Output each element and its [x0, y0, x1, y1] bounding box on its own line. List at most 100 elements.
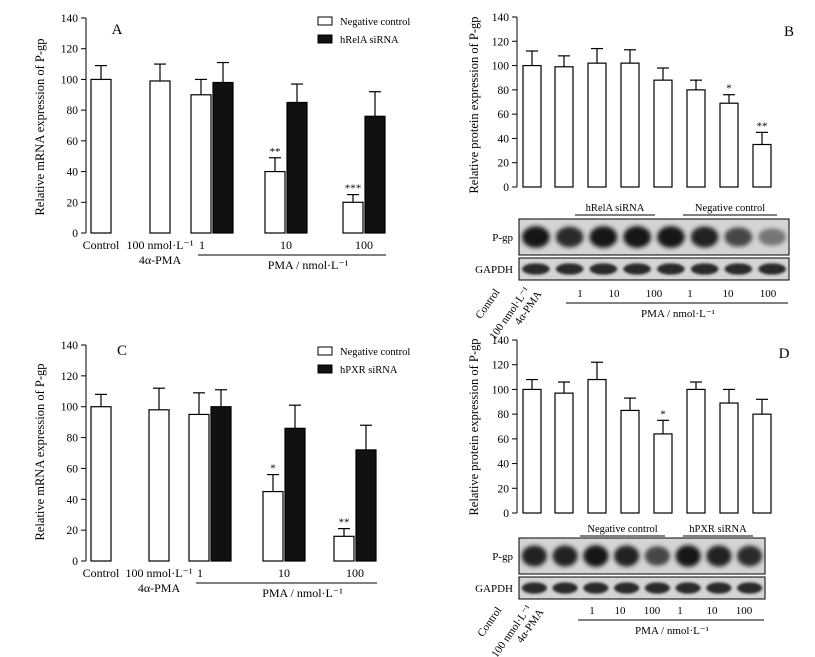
y-tick-label: 120: [61, 44, 79, 56]
bar-sirna: [210, 406, 232, 562]
blot-band: [675, 545, 701, 567]
sirna-group-label: hRelA siRNA: [586, 203, 645, 214]
panel-a: 0 20 40 60 80 100 120 140 Relative mRNA expressi…: [33, 13, 410, 272]
bar-negative-control: [333, 535, 355, 562]
bar-negative-control: [148, 409, 170, 562]
bar-protein: [554, 66, 574, 188]
panel-letter: D: [779, 346, 790, 362]
significance-mark: **: [757, 120, 768, 132]
bar-protein: [653, 433, 673, 514]
x-tick-label: Control: [83, 238, 120, 252]
legend: Negative control hPXR siRNA: [317, 346, 410, 376]
x-tick-label: 1: [199, 238, 205, 252]
significance-mark: *: [726, 83, 732, 95]
y-tick-label: 80: [498, 409, 510, 421]
significance-mark: *: [660, 408, 666, 420]
bar-protein: [522, 64, 542, 188]
y-tick-label: 0: [503, 182, 509, 194]
panel-letter: C: [117, 343, 127, 359]
lane-label: 1: [687, 288, 693, 300]
y-tick-label: 120: [492, 360, 510, 372]
blot-band: [552, 582, 578, 594]
y-tick-label: 80: [498, 85, 510, 97]
bar-protein: [620, 62, 640, 188]
blot-band: [737, 545, 763, 567]
bar-protein: [752, 143, 772, 188]
bar-negative-control: [264, 170, 286, 234]
panel-letter: A: [112, 22, 123, 38]
blot-band: [623, 263, 651, 275]
blot-band: [552, 545, 578, 567]
x-tick-label: 100: [355, 238, 373, 252]
group-label: PMA / nmol·L⁻¹: [635, 625, 709, 637]
blot-strip: [518, 576, 766, 600]
sirna-group-label: Negative control: [695, 203, 765, 214]
blot-band: [706, 582, 732, 594]
y-tick-label: 100: [492, 384, 510, 396]
blot-band: [521, 582, 547, 594]
blot-band: [583, 582, 609, 594]
y-tick-label: 0: [72, 556, 78, 568]
y-tick-label: 100: [61, 402, 79, 414]
x-tick-label: 10: [280, 238, 292, 252]
y-tick-label: 20: [67, 197, 79, 209]
y-tick-label: 120: [492, 36, 510, 48]
blot-band: [522, 263, 550, 275]
bar-negative-control: [262, 490, 284, 562]
bar-sirna: [286, 101, 308, 234]
lane-label: 10: [707, 605, 719, 617]
x-tick-label: 100 nmol·L⁻¹: [126, 566, 193, 580]
bar-sirna: [212, 81, 234, 234]
y-tick-label: 140: [492, 335, 510, 347]
legend-label: Negative control: [340, 347, 410, 358]
significance-mark: ***: [345, 183, 362, 195]
bar-protein: [719, 402, 739, 514]
bar-sirna: [284, 427, 306, 562]
blot-band: [724, 227, 753, 247]
panel-d: 0 20 40 60 80 100 120 140 Relative protein expre…: [467, 335, 790, 657]
y-tick-label: 140: [492, 12, 510, 24]
blot-band: [614, 582, 640, 594]
blot-row-label: P-gp: [492, 232, 513, 244]
blot-band: [657, 263, 685, 275]
legend-label: hPXR siRNA: [340, 365, 398, 376]
lane-label: 100: [646, 288, 663, 300]
blot-row-label: GAPDH: [475, 264, 513, 276]
bar-protein: [686, 89, 706, 188]
bar-sirna: [364, 115, 386, 234]
legend-swatch-sirna: [317, 34, 333, 44]
blot-band: [657, 226, 685, 248]
y-tick-label: 60: [498, 434, 510, 446]
blot-band: [737, 582, 763, 594]
blot-band: [589, 263, 618, 275]
y-tick-label: 0: [72, 228, 78, 240]
blot-band: [644, 546, 670, 566]
bar-negative-control: [90, 406, 112, 562]
y-axis-label: Relative protein expression of P-gp: [467, 338, 481, 515]
y-tick-label: 60: [67, 136, 79, 148]
bar-negative-control: [149, 80, 171, 234]
legend-label: hRelA siRNA: [340, 35, 399, 46]
blot-band: [521, 545, 547, 567]
y-tick-label: 120: [61, 371, 79, 383]
blot-band: [555, 263, 584, 275]
lane-label: 100: [644, 605, 661, 617]
sirna-group-label: Negative control: [587, 524, 657, 535]
y-tick-label: 40: [498, 133, 510, 145]
legend: Negative control hRelA siRNA: [317, 16, 410, 46]
x-tick-sublabel: 4α-PMA: [139, 253, 182, 267]
y-tick-label: 80: [67, 433, 79, 445]
blot-band: [690, 226, 719, 248]
blot-band: [583, 545, 609, 567]
panel-b: 0 20 40 60 80 100 120 140 Relative protein expre…: [467, 12, 794, 342]
lane-label: 100: [760, 288, 777, 300]
lane-label: Control: [475, 605, 504, 639]
bar-protein: [522, 388, 542, 514]
blot-band: [644, 582, 670, 594]
y-tick-label: 20: [67, 525, 79, 537]
x-tick-label: 1: [197, 566, 203, 580]
y-tick-label: 100: [492, 61, 510, 73]
y-axis-label: Relative protein expression of P-gp: [467, 16, 481, 193]
bar-protein: [587, 62, 607, 188]
bar-protein: [554, 392, 574, 514]
